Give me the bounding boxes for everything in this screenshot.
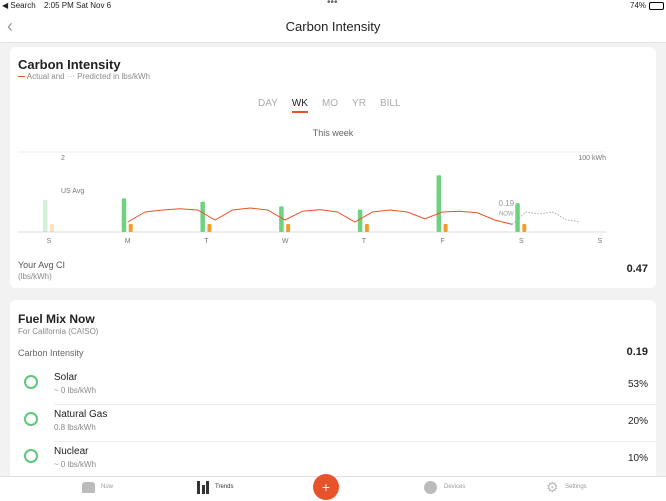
- add-button[interactable]: +: [313, 474, 339, 500]
- day-label: S: [519, 238, 524, 245]
- solar-bar: [364, 224, 369, 232]
- back-app[interactable]: ◀ Search: [2, 1, 36, 10]
- fuel-icon: [24, 412, 38, 426]
- fuel-intensity: ~ 0 lbs/kWh: [54, 386, 97, 395]
- period-tab[interactable]: WK: [291, 98, 308, 113]
- multitask-dots: •••: [327, 0, 338, 8]
- fuel-name: Nuclear: [54, 446, 89, 457]
- tab-now[interactable]: Now: [101, 484, 114, 490]
- devices-icon: [424, 481, 437, 494]
- us-avg-label: US Avg: [61, 188, 84, 195]
- now-value: 0.19: [498, 199, 514, 208]
- date: Sat Nov 6: [76, 1, 112, 10]
- avg-unit: (lbs/kWh): [18, 272, 52, 281]
- fuel-share: 20%: [627, 416, 648, 427]
- usage-bar: [436, 175, 442, 232]
- usage-bar: [200, 201, 205, 232]
- period-tab[interactable]: MO: [321, 98, 339, 109]
- day-label: W: [282, 238, 289, 245]
- day-label: T: [204, 238, 209, 245]
- actual-swatch: [18, 76, 25, 78]
- battery-icon: [649, 2, 664, 10]
- avg-value: 0.47: [626, 263, 648, 275]
- fuel-icon: [24, 449, 38, 463]
- chart: 2 100 kWh S M T W T F S S US Avg 0.19 NOW: [18, 151, 606, 245]
- period-label: This week: [312, 128, 354, 138]
- day-label: M: [125, 238, 131, 245]
- fuel-share: 10%: [627, 453, 648, 464]
- y2-tick-label: 100 kWh: [578, 155, 606, 162]
- usage-bar: [43, 200, 48, 232]
- solar-bar: [207, 224, 212, 232]
- legend-actual: Actual and: [26, 72, 65, 81]
- fuel-icon: [24, 375, 38, 389]
- actual-line: [127, 207, 513, 225]
- trends-icon: [197, 481, 209, 494]
- usage-bar: [357, 209, 363, 232]
- day-label: T: [362, 238, 367, 245]
- tab-devices[interactable]: Devices: [444, 484, 466, 490]
- fuel-intensity: 0.8 lbs/kWh: [54, 423, 96, 432]
- usage-bar: [279, 206, 284, 232]
- card-legend: Actual and ··· Predicted in lbs/kWh: [18, 72, 150, 81]
- intensity-card: Carbon Intensity Actual and ··· Predicte…: [10, 47, 656, 288]
- fuel-name: Natural Gas: [54, 409, 108, 420]
- solar-bar: [443, 224, 448, 232]
- legend-predicted: Predicted in lbs/kWh: [77, 72, 150, 81]
- day-label: S: [598, 238, 603, 245]
- card-title: Carbon Intensity: [18, 57, 121, 72]
- now-label: NOW: [499, 212, 514, 218]
- nav-title: Carbon Intensity: [285, 19, 381, 34]
- nav-bar: ‹ Carbon Intensity: [0, 12, 666, 43]
- predicted-swatch: ···: [66, 72, 75, 81]
- tab-trends[interactable]: Trends: [215, 484, 234, 490]
- predicted-line: [511, 211, 581, 225]
- usage-bar: [121, 198, 127, 232]
- period-tab[interactable]: YR: [352, 98, 366, 109]
- tab-settings[interactable]: Settings: [565, 484, 587, 490]
- day-label: F: [440, 238, 444, 245]
- now-icon: [82, 482, 95, 493]
- fuel-region: For California (CAISO): [18, 327, 99, 336]
- back-button[interactable]: ‹: [7, 16, 13, 36]
- row-divider: [54, 441, 656, 442]
- ci-value: 0.19: [626, 346, 648, 358]
- settings-icon: ⚙: [546, 479, 559, 495]
- solar-bar: [50, 224, 54, 232]
- fuel-name: Solar: [54, 372, 78, 383]
- fuel-share: 53%: [627, 379, 648, 390]
- day-label: S: [47, 238, 52, 245]
- tab-bar: Now Trends + Devices ⚙ Settings: [0, 474, 666, 501]
- period-tab[interactable]: BILL: [379, 98, 401, 109]
- solar-bar: [128, 224, 133, 232]
- y-tick-label: 2: [61, 155, 65, 162]
- fuel-intensity: ~ 0 lbs/kWh: [54, 460, 97, 469]
- period-tab[interactable]: DAY: [258, 98, 278, 109]
- ci-label: Carbon Intensity: [18, 348, 84, 358]
- usage-bar: [515, 203, 520, 232]
- avg-label: Your Avg CI: [18, 260, 66, 270]
- battery: 74%: [630, 1, 647, 10]
- period-tabs: DAY WK MO YR BILL: [258, 98, 415, 113]
- solar-bar: [286, 224, 291, 232]
- time: 2:05 PM: [44, 1, 74, 10]
- fuel-title: Fuel Mix Now: [18, 312, 95, 326]
- fuel-card: Fuel Mix Now For California (CAISO) Carb…: [10, 300, 656, 480]
- row-divider: [54, 404, 656, 405]
- status-bar: ◀ Search 2:05 PM Sat Nov 6 ••• 74%: [0, 0, 666, 12]
- solar-bar: [522, 224, 527, 232]
